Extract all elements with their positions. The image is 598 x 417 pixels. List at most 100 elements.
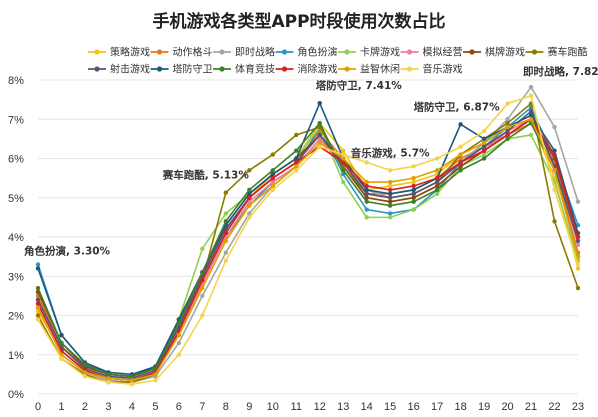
data-point bbox=[59, 332, 64, 338]
data-point bbox=[341, 152, 346, 157]
legend-swatch-marker bbox=[344, 66, 350, 72]
y-tick-label: 5% bbox=[8, 193, 24, 205]
legend-item: 策略游戏 bbox=[88, 46, 150, 59]
x-tick-label: 12 bbox=[314, 401, 326, 413]
data-point bbox=[270, 175, 275, 181]
data-point bbox=[270, 152, 275, 157]
x-tick-label: 3 bbox=[105, 401, 111, 413]
data-annotation: 塔防守卫, 7.41% bbox=[316, 79, 403, 92]
legend-label: 动作格斗 bbox=[173, 46, 213, 59]
data-point bbox=[223, 219, 229, 224]
data-point bbox=[434, 168, 440, 173]
data-point bbox=[411, 164, 416, 169]
legend-item: 角色扮演 bbox=[275, 46, 338, 59]
legend-label: 棋牌游戏 bbox=[485, 46, 525, 59]
data-point bbox=[434, 191, 440, 197]
data-point bbox=[223, 211, 229, 216]
x-tick-label: 13 bbox=[337, 401, 349, 413]
data-point bbox=[434, 183, 440, 189]
data-point bbox=[270, 179, 275, 185]
data-point bbox=[106, 372, 111, 377]
data-point bbox=[458, 160, 463, 165]
data-point bbox=[481, 156, 487, 161]
data-point bbox=[434, 187, 440, 193]
data-point bbox=[552, 187, 557, 193]
x-tick-label: 18 bbox=[454, 401, 466, 413]
data-point bbox=[505, 128, 510, 134]
data-point bbox=[106, 380, 111, 385]
legend-label: 即时战略 bbox=[235, 46, 275, 59]
legend-label: 策略游戏 bbox=[110, 46, 150, 59]
data-point bbox=[35, 262, 41, 267]
data-point bbox=[528, 113, 534, 118]
data-point bbox=[294, 132, 299, 138]
data-point bbox=[153, 378, 158, 383]
legend-label: 音乐游戏 bbox=[423, 63, 463, 76]
legend-item: 赛车跑酷 bbox=[525, 46, 588, 59]
data-point bbox=[317, 100, 322, 106]
legend-swatch-marker bbox=[219, 49, 225, 55]
data-point bbox=[200, 293, 205, 299]
data-point bbox=[411, 183, 416, 189]
data-point bbox=[35, 285, 41, 291]
data-point bbox=[434, 175, 440, 181]
data-point bbox=[317, 136, 322, 142]
x-tick-label: 17 bbox=[431, 401, 443, 413]
legend-item: 消除游戏 bbox=[275, 63, 338, 76]
legend-item: 动作格斗 bbox=[150, 46, 213, 59]
data-point bbox=[575, 234, 581, 240]
data-point bbox=[458, 152, 463, 157]
data-point bbox=[176, 321, 182, 326]
data-point bbox=[247, 168, 252, 173]
data-point bbox=[364, 183, 369, 189]
series-group bbox=[35, 117, 581, 383]
x-tick-label: 15 bbox=[384, 401, 396, 413]
x-tick-label: 7 bbox=[199, 401, 205, 413]
data-point bbox=[35, 305, 41, 310]
data-point bbox=[317, 132, 322, 138]
data-point bbox=[270, 187, 275, 193]
legend-label: 塔防守卫 bbox=[173, 63, 213, 76]
data-point bbox=[270, 172, 275, 177]
legend-label: 赛车跑酷 bbox=[548, 46, 588, 59]
x-tick-label: 5 bbox=[152, 401, 158, 413]
data-point bbox=[223, 258, 229, 263]
data-point bbox=[411, 195, 416, 200]
y-tick-label: 0% bbox=[8, 389, 24, 401]
data-point bbox=[341, 148, 346, 153]
data-point bbox=[35, 301, 41, 306]
y-tick-label: 2% bbox=[8, 311, 24, 323]
legend-label: 益智休闲 bbox=[360, 63, 400, 76]
data-point bbox=[528, 84, 534, 90]
legend-swatch-marker bbox=[469, 49, 475, 55]
legend-label: 射击游戏 bbox=[110, 63, 150, 76]
legend-item: 即时战略 bbox=[213, 46, 275, 59]
data-annotation: 塔防守卫, 6.87% bbox=[414, 100, 501, 113]
legend-label: 消除游戏 bbox=[298, 63, 338, 76]
x-tick-label: 10 bbox=[267, 401, 279, 413]
y-tick-label: 3% bbox=[8, 271, 24, 283]
data-point bbox=[176, 340, 182, 346]
data-point bbox=[129, 381, 135, 387]
data-point bbox=[294, 160, 299, 165]
data-point bbox=[317, 120, 322, 126]
annotations: 角色扮演, 3.30% 赛车跑酷, 5.13% 塔防守卫, 7.41% 音乐游戏, 5… bbox=[24, 65, 598, 257]
data-point bbox=[294, 148, 299, 153]
data-point bbox=[341, 168, 346, 173]
data-point bbox=[364, 207, 369, 212]
legend-label: 体育竞技 bbox=[235, 63, 275, 76]
legend-swatch-marker bbox=[281, 66, 288, 72]
data-point bbox=[552, 124, 557, 130]
x-tick-label: 19 bbox=[478, 401, 490, 413]
y-tick-label: 7% bbox=[8, 114, 24, 126]
series-group bbox=[35, 93, 581, 387]
x-tick-label: 2 bbox=[82, 401, 88, 413]
data-point bbox=[129, 378, 135, 383]
series-line bbox=[37, 122, 579, 378]
legend-item: 音乐游戏 bbox=[400, 63, 463, 76]
x-tick-label: 22 bbox=[548, 401, 560, 413]
data-point bbox=[59, 356, 64, 361]
legend-item: 棋牌游戏 bbox=[463, 46, 525, 59]
legend-swatch-marker bbox=[344, 49, 350, 55]
